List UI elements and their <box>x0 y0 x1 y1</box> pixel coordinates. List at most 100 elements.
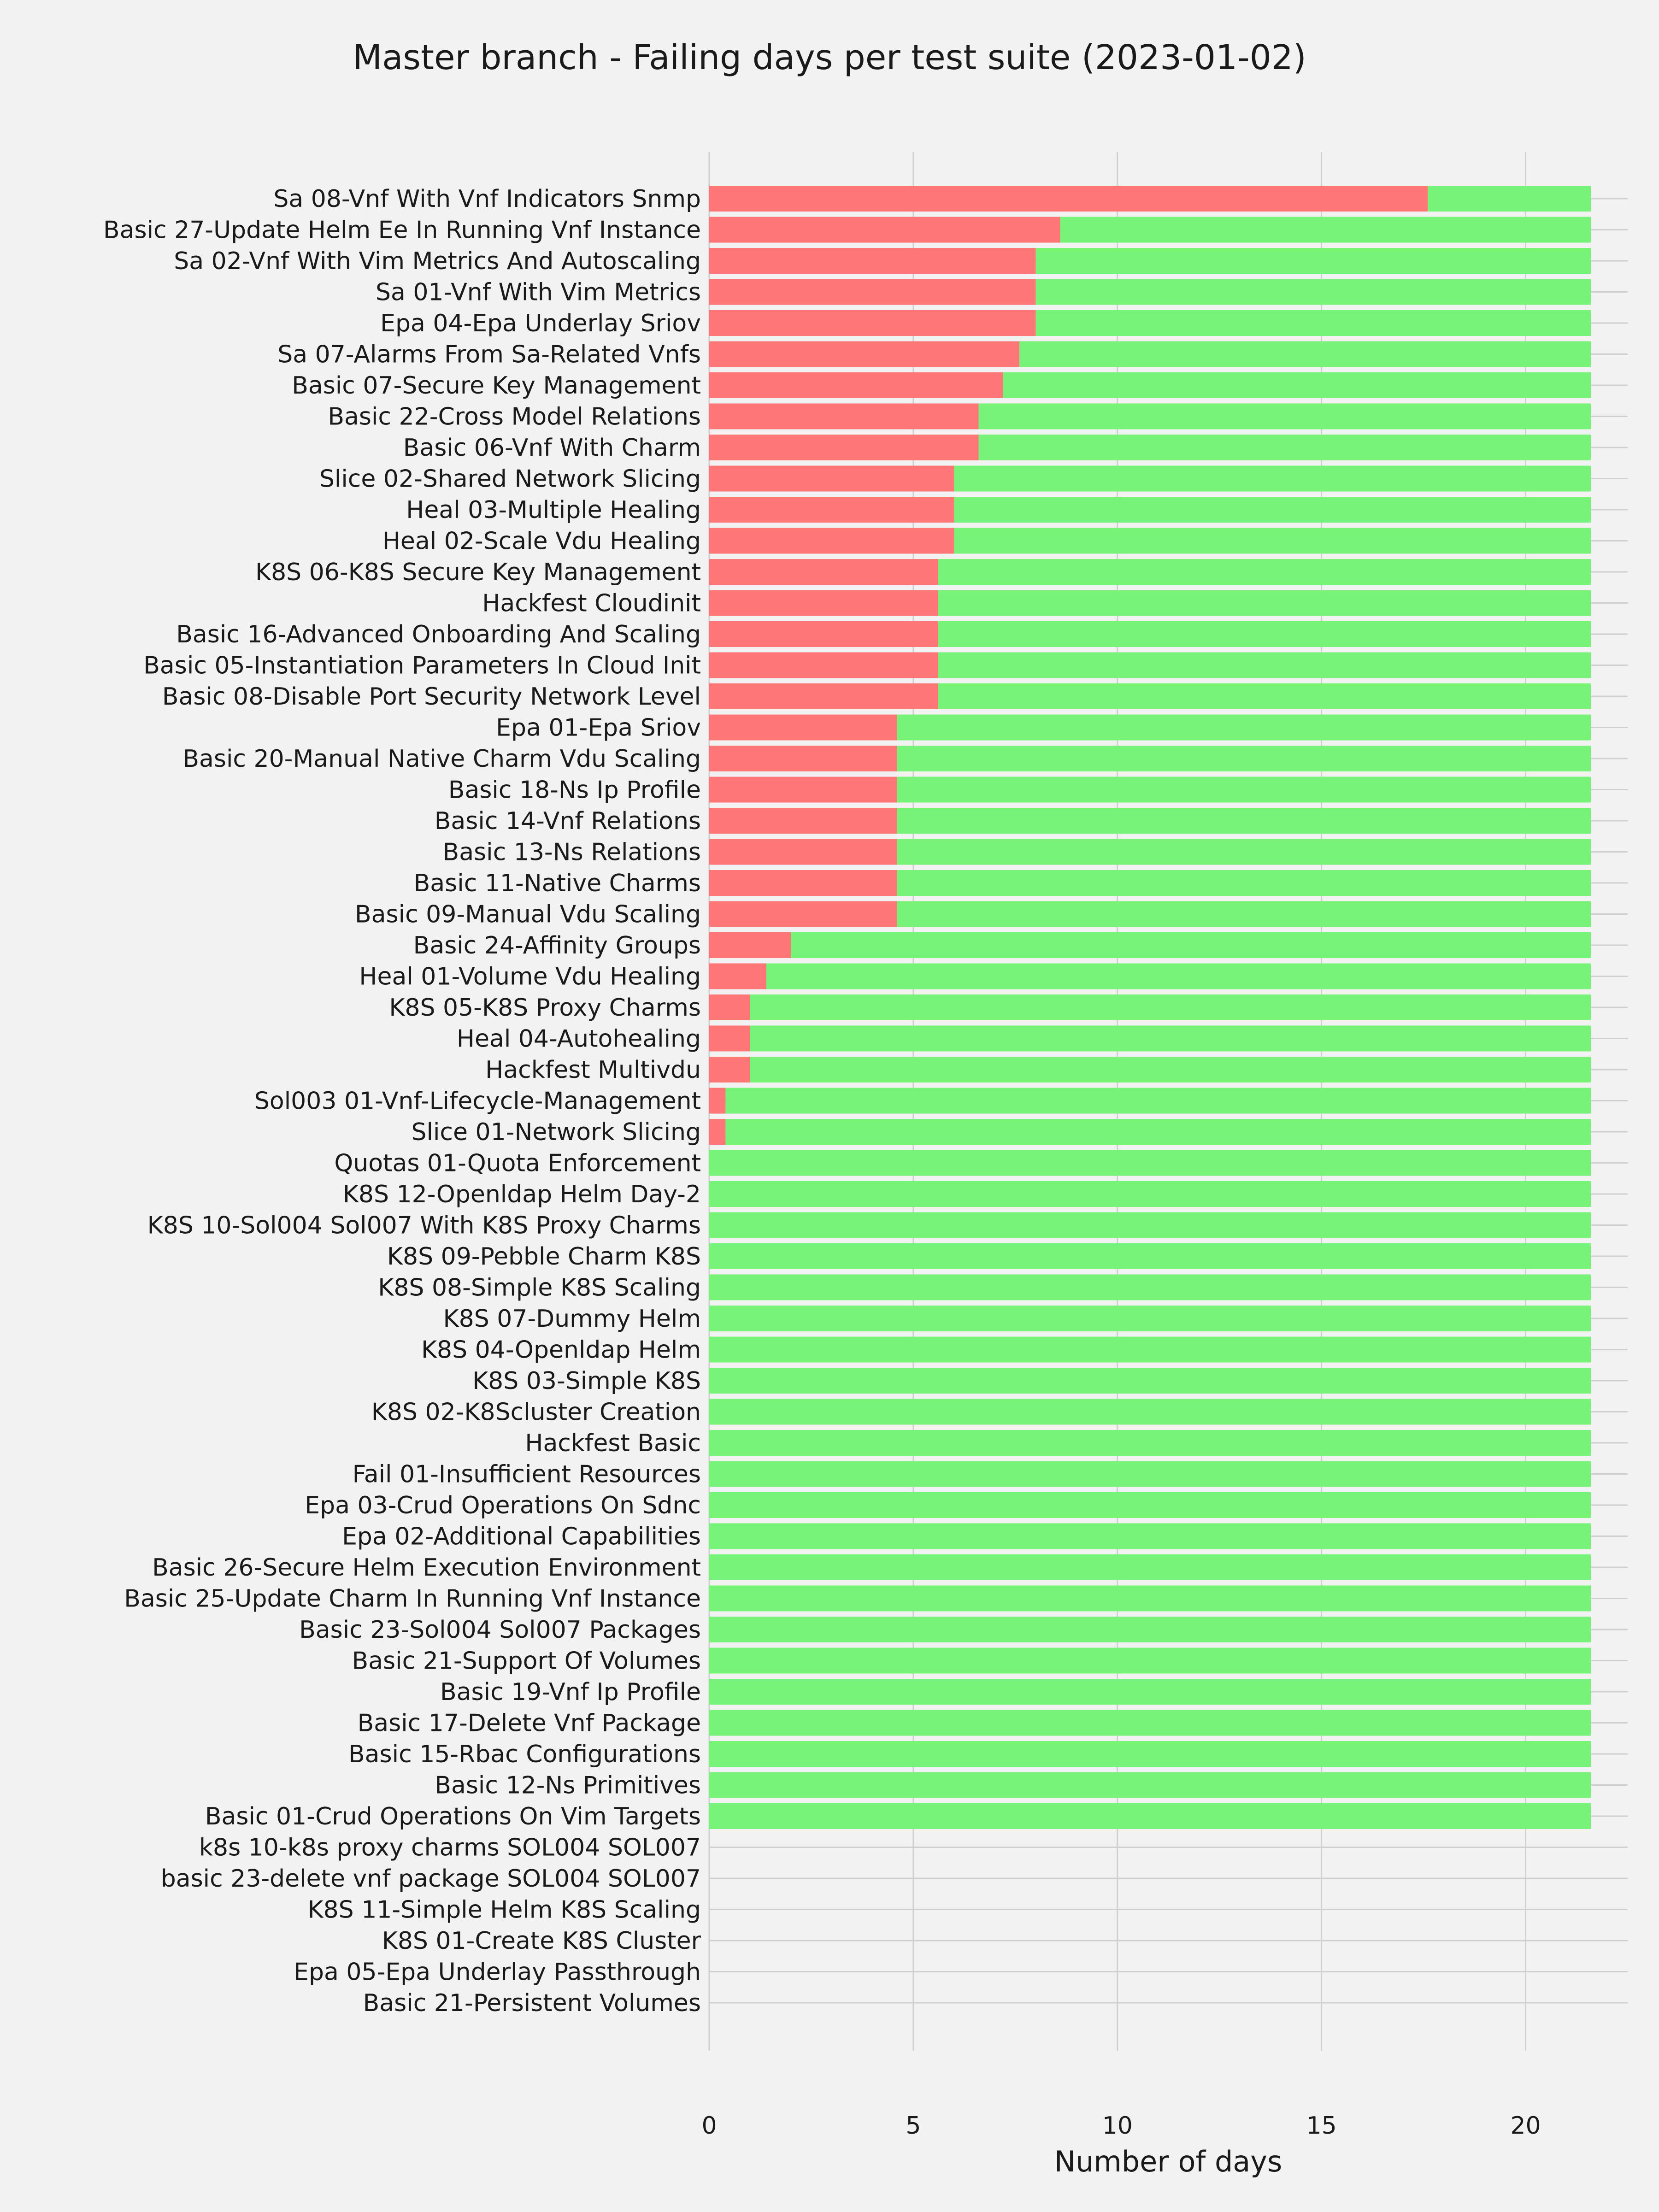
bar-passing-days <box>709 1585 1591 1612</box>
y-axis-labels: Sa 08-Vnf With Vnf Indicators Snmp Basic … <box>103 185 701 2017</box>
bar-failing-days <box>709 248 1036 274</box>
y-tick-label: K8S 01-Create K8S Cluster <box>382 1927 701 1955</box>
bar-passing-days <box>938 621 1591 647</box>
bar-passing-days <box>897 746 1591 771</box>
bar-failing-days <box>709 1119 726 1145</box>
y-tick-label: Basic 13-Ns Relations <box>443 839 701 866</box>
bar-passing-days <box>709 1181 1591 1207</box>
x-tick-label: 5 <box>906 2112 921 2140</box>
y-tick-label: Epa 05-Epa Underlay Passthrough <box>294 1959 701 1986</box>
bar-passing-days <box>709 1679 1591 1705</box>
bar-failing-days <box>709 559 938 585</box>
y-tick-label: Basic 23-Sol004 Sol007 Packages <box>299 1616 701 1644</box>
bar-passing-days <box>709 1399 1591 1425</box>
y-tick-label: Sa 07-Alarms From Sa-Related Vnfs <box>277 341 701 369</box>
y-tick-label: Heal 01-Volume Vdu Healing <box>359 963 701 991</box>
y-tick-label: Slice 01-Network Slicing <box>412 1118 701 1146</box>
y-tick-label: Basic 06-Vnf With Charm <box>403 434 701 462</box>
bar-passing-days <box>709 1306 1591 1331</box>
bar-passing-days <box>938 590 1591 616</box>
bar-failing-days <box>709 901 897 927</box>
bar-passing-days <box>1060 217 1591 243</box>
bar-failing-days <box>709 714 897 741</box>
y-tick-label: K8S 06-K8S Secure Key Management <box>255 559 701 586</box>
bar-passing-days <box>766 963 1591 989</box>
y-tick-label: k8s 10-k8s proxy charms SOL004 SOL007 <box>199 1834 701 1862</box>
bar-failing-days <box>709 870 897 896</box>
y-tick-label: Epa 03-Crud Operations On Sdnc <box>305 1492 701 1519</box>
y-tick-label: Basic 19-Vnf Ip Profile <box>440 1678 701 1706</box>
y-tick-label: Basic 26-Secure Helm Execution Environme… <box>152 1554 701 1582</box>
y-tick-label: Hackfest Multivdu <box>485 1056 701 1084</box>
x-tick-label: 10 <box>1102 2112 1133 2140</box>
y-tick-label: Hackfest Cloudinit <box>482 590 701 618</box>
y-tick-label: K8S 10-Sol004 Sol007 With K8S Proxy Char… <box>147 1212 701 1240</box>
y-tick-label: Sa 01-Vnf With Vim Metrics <box>376 279 701 306</box>
bar-passing-days <box>725 1119 1591 1145</box>
bar-passing-days <box>1427 186 1591 212</box>
bar-passing-days <box>709 1617 1591 1642</box>
y-tick-label: Heal 03-Multiple Healing <box>406 496 701 524</box>
y-tick-label: Basic 25-Update Charm In Running Vnf Ins… <box>124 1585 701 1613</box>
y-tick-label: Basic 08-Disable Port Security Network L… <box>162 683 701 711</box>
x-tick-label: 20 <box>1510 2112 1541 2140</box>
bar-failing-days <box>709 963 767 989</box>
bar-passing-days <box>709 1647 1591 1674</box>
bar-passing-days <box>1035 279 1591 305</box>
y-tick-label: K8S 05-K8S Proxy Charms <box>389 994 701 1022</box>
bar-passing-days <box>1035 310 1591 336</box>
bar-passing-days <box>709 1523 1591 1549</box>
y-tick-label: Sa 08-Vnf With Vnf Indicators Snmp <box>273 185 701 213</box>
bar-failing-days <box>709 932 791 958</box>
bar-failing-days <box>709 590 938 616</box>
bar-passing-days <box>1003 372 1591 398</box>
y-tick-label: Heal 04-Autohealing <box>457 1025 701 1053</box>
bar-passing-days <box>709 1368 1591 1394</box>
bar-failing-days <box>709 808 897 834</box>
y-tick-label: Fail 01-Insufficient Resources <box>353 1461 701 1488</box>
bar-failing-days <box>709 621 938 647</box>
y-tick-label: Basic 16-Advanced Onboarding And Scaling <box>176 621 701 648</box>
bar-failing-days <box>709 528 954 554</box>
bar-passing-days <box>709 1274 1591 1300</box>
bar-failing-days <box>709 1025 750 1052</box>
x-axis-label: Number of days <box>1054 2145 1282 2178</box>
y-tick-label: Basic 18-Ns Ip Profile <box>448 777 701 804</box>
bar-passing-days <box>709 1461 1591 1487</box>
y-tick-label: Basic 27-Update Helm Ee In Running Vnf I… <box>103 217 701 244</box>
bar-passing-days <box>1035 248 1591 274</box>
y-tick-label: K8S 03-Simple K8S <box>472 1367 701 1395</box>
bar-passing-days <box>709 1772 1591 1798</box>
bar-failing-days <box>709 372 1003 398</box>
bar-passing-days <box>725 1088 1591 1114</box>
bar-passing-days <box>709 1243 1591 1269</box>
y-tick-label: Basic 14-Vnf Relations <box>435 807 701 835</box>
y-tick-label: Basic 12-Ns Primitives <box>435 1772 701 1800</box>
y-tick-label: Basic 09-Manual Vdu Scaling <box>355 901 701 929</box>
y-tick-label: Heal 02-Scale Vdu Healing <box>382 528 701 555</box>
bar-passing-days <box>709 1430 1591 1456</box>
bar-failing-days <box>709 217 1060 243</box>
bar-passing-days <box>938 683 1591 709</box>
bar-area <box>709 186 1591 1829</box>
bar-passing-days <box>709 1212 1591 1238</box>
y-tick-label: Slice 02-Shared Network Slicing <box>319 465 701 493</box>
bar-passing-days <box>954 465 1591 492</box>
bar-passing-days <box>897 808 1591 834</box>
bar-failing-days <box>709 497 954 523</box>
bar-passing-days <box>791 932 1591 958</box>
bar-passing-days <box>709 1554 1591 1580</box>
y-tick-label: Basic 20-Manual Native Charm Vdu Scaling <box>182 745 701 773</box>
bar-passing-days <box>897 839 1591 865</box>
y-tick-label: Basic 21-Persistent Volumes <box>363 1989 701 2017</box>
y-tick-label: Basic 21-Support Of Volumes <box>352 1647 701 1675</box>
y-tick-label: Epa 01-Epa Sriov <box>496 714 701 742</box>
bar-passing-days <box>750 1057 1591 1082</box>
bar-failing-days <box>709 279 1036 305</box>
y-tick-label: Epa 02-Additional Capabilities <box>342 1523 701 1551</box>
y-tick-label: Hackfest Basic <box>525 1430 701 1457</box>
bar-passing-days <box>954 528 1591 554</box>
y-tick-label: K8S 08-Simple K8S Scaling <box>378 1274 701 1302</box>
bar-failing-days <box>709 777 897 803</box>
bar-failing-days <box>709 994 750 1020</box>
